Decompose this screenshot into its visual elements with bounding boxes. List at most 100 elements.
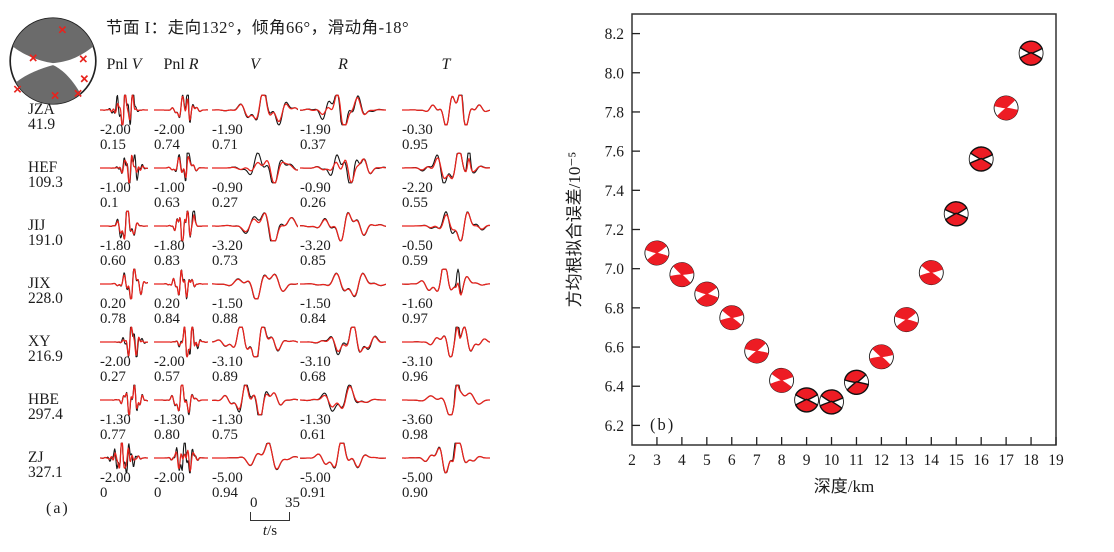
waveform-cell: -3.10 0.89 — [212, 324, 298, 385]
y-tick-label: 7.6 — [605, 144, 625, 161]
station-label: JIX 228.0 — [28, 266, 92, 324]
waveform-plot — [402, 384, 490, 416]
marker-red-quadrant — [673, 262, 694, 276]
waveform-cell: -3.10 0.68 — [300, 324, 386, 385]
waveform-cell: -3.20 0.85 — [300, 208, 386, 269]
station-name: JIX — [28, 275, 51, 292]
station-name: JZA — [28, 101, 55, 118]
beachball-marker — [918, 260, 944, 286]
waveform-plot — [300, 94, 386, 126]
waveform-plot — [100, 94, 148, 126]
beachball-marker — [719, 305, 745, 331]
station-row-xy: XY 216.9 -2.00 0.27 -2.00 0.57 -3.10 0.89 -3.10 0… — [28, 324, 490, 385]
correlation-value: 0 — [100, 485, 108, 501]
synthetic-trace — [154, 95, 208, 121]
marker-red-quadrant — [744, 338, 766, 352]
fit-numbers: -1.30 0.61 — [300, 413, 386, 443]
station-row-jza: JZA 41.9 -2.00 0.15 -2.00 0.74 -1.90 0.71 -1.90 0… — [28, 92, 490, 153]
time-shift-value: -3.10 — [212, 354, 243, 370]
x-tick-label: 10 — [824, 452, 840, 469]
synthetic-trace — [154, 326, 208, 358]
column-header-prefix: Pnl — [106, 56, 132, 73]
x-tick-label: 9 — [803, 452, 811, 469]
station-cross-icons — [13, 25, 89, 100]
station-label: HBE 297.4 — [28, 382, 92, 440]
correlation-value: 0.80 — [154, 427, 180, 443]
synthetic-trace — [100, 384, 148, 416]
beachball-marker — [868, 344, 894, 370]
observed-trace — [300, 326, 386, 356]
synthetic-trace — [300, 326, 386, 353]
station-cross-icon — [74, 89, 82, 98]
marker-red-quadrant — [919, 272, 942, 285]
station-distance: 191.0 — [28, 232, 63, 249]
y-axis-label: 方均根拟合误差/10⁻⁵ — [565, 152, 584, 308]
waveform-cell: -1.80 0.60 — [100, 208, 148, 269]
waveform-cell: -1.00 0.63 — [154, 150, 208, 211]
synthetic-trace — [154, 269, 208, 298]
synthetic-trace — [300, 94, 386, 126]
waveform-cell: -5.00 0.94 — [212, 440, 298, 501]
fit-numbers: -1.90 0.71 — [212, 123, 298, 153]
scalebar-end: 35 — [285, 495, 300, 511]
column-header-t: T — [402, 56, 490, 74]
correlation-value: 0.60 — [100, 253, 126, 269]
time-shift-value: -5.00 — [300, 470, 331, 486]
correlation-value: 0.27 — [212, 195, 238, 211]
waveform-plot — [402, 326, 490, 358]
waveform-cell: -0.90 0.26 — [300, 150, 386, 211]
fit-numbers: -1.30 0.75 — [212, 413, 298, 443]
fit-numbers: -2.00 0.57 — [154, 355, 208, 385]
time-shift-value: -1.90 — [212, 122, 243, 138]
waveform-plot — [100, 442, 148, 474]
scalebar-unit-symbol: t — [262, 523, 268, 539]
column-header-spacer — [28, 56, 92, 74]
correlation-value: 0.84 — [300, 311, 326, 327]
station-distance: 228.0 — [28, 290, 63, 307]
marker-red-quadrant — [819, 400, 843, 415]
waveform-cell: -2.00 0 — [154, 440, 208, 501]
marker-red-quadrant — [695, 282, 717, 295]
marker-red-quadrant — [647, 252, 669, 265]
fit-numbers: -1.90 0.37 — [300, 123, 386, 153]
waveform-plot — [154, 442, 208, 474]
station-distance: 41.9 — [28, 116, 56, 133]
fit-numbers: -1.30 0.77 — [100, 413, 148, 443]
waveform-plot — [402, 211, 490, 242]
time-shift-value: -0.30 — [402, 122, 433, 138]
waveform-plot — [402, 268, 490, 296]
marker-red-quadrant — [645, 241, 667, 254]
synthetic-trace — [100, 154, 148, 184]
station-label: JZA 41.9 — [28, 92, 92, 150]
fit-numbers: -3.60 0.98 — [402, 413, 490, 443]
correlation-value: 0.85 — [300, 253, 326, 269]
marker-red-quadrant — [771, 368, 794, 381]
correlation-value: 0.26 — [300, 195, 326, 211]
waveform-plot — [402, 94, 490, 126]
x-tick-label: 12 — [874, 452, 890, 469]
waveform-cell: -3.10 0.96 — [402, 324, 490, 385]
correlation-value: 0.89 — [212, 369, 238, 385]
scalebar-unit: t/s — [250, 523, 290, 539]
waveform-cell: -1.90 0.37 — [300, 92, 386, 153]
beachball-bottom-quadrant — [15, 65, 81, 104]
column-header-pnl-v: Pnl V — [100, 56, 148, 74]
marker-red-quadrant — [969, 157, 993, 172]
synthetic-trace — [154, 155, 208, 179]
correlation-value: 0.91 — [300, 485, 326, 501]
time-shift-value: -0.50 — [402, 238, 433, 254]
station-label: XY 216.9 — [28, 324, 92, 382]
synthetic-trace — [402, 152, 490, 180]
fit-numbers: -2.00 0 — [154, 471, 208, 501]
time-shift-value: 0.20 — [100, 296, 126, 312]
synthetic-trace — [100, 442, 148, 469]
column-header-prefix: Pnl — [163, 56, 189, 73]
time-shift-value: -2.00 — [154, 354, 185, 370]
waveform-plot — [300, 384, 386, 412]
synthetic-trace — [100, 94, 148, 126]
x-tick-label: 11 — [849, 452, 864, 469]
waveform-plot — [212, 384, 298, 416]
panel-b-depth-search: 2 3 4 5 6 7 8 9 10 11 12 13 14 15 16 17 18 19 6.2 6.4 6.6 6.8… — [560, 0, 1114, 547]
